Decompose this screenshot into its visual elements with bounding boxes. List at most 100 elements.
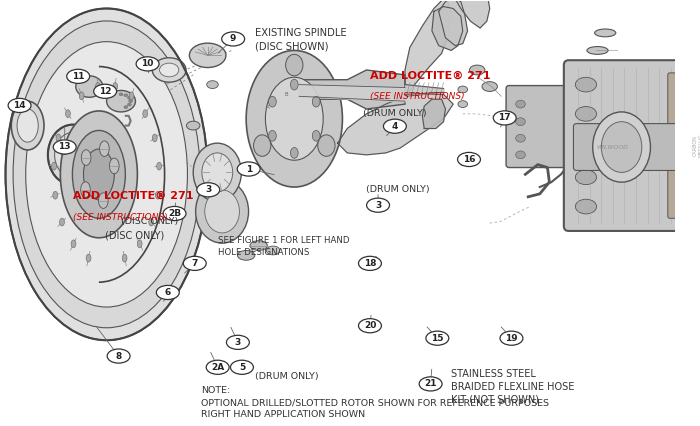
Ellipse shape — [53, 140, 76, 154]
Ellipse shape — [190, 43, 226, 68]
Ellipse shape — [494, 111, 516, 125]
Ellipse shape — [17, 109, 38, 142]
Text: 11: 11 — [72, 72, 85, 81]
Ellipse shape — [253, 135, 271, 156]
Ellipse shape — [53, 191, 57, 199]
Ellipse shape — [500, 331, 523, 345]
Ellipse shape — [186, 121, 200, 130]
Polygon shape — [432, 6, 463, 50]
Ellipse shape — [6, 9, 208, 340]
Ellipse shape — [516, 134, 525, 142]
Ellipse shape — [265, 77, 323, 160]
Ellipse shape — [290, 79, 298, 90]
Ellipse shape — [593, 112, 650, 182]
Text: 8: 8 — [116, 351, 122, 360]
Ellipse shape — [55, 132, 91, 177]
Ellipse shape — [8, 98, 31, 112]
Ellipse shape — [358, 256, 382, 271]
Ellipse shape — [246, 50, 342, 187]
Ellipse shape — [26, 42, 188, 307]
FancyBboxPatch shape — [573, 124, 683, 170]
Ellipse shape — [458, 86, 468, 93]
Text: 19: 19 — [505, 334, 518, 343]
Text: NOTE:
OPTIONAL DRILLED/SLOTTED ROTOR SHOWN FOR REFERENCE PURPOSES
RIGHT HAND APP: NOTE: OPTIONAL DRILLED/SLOTTED ROTOR SHO… — [202, 386, 550, 419]
Ellipse shape — [202, 153, 232, 192]
Ellipse shape — [153, 134, 157, 142]
Text: 21: 21 — [424, 380, 437, 389]
Ellipse shape — [197, 183, 220, 197]
Ellipse shape — [124, 106, 128, 109]
Ellipse shape — [237, 250, 255, 260]
Ellipse shape — [458, 101, 468, 107]
Ellipse shape — [119, 93, 123, 96]
Ellipse shape — [113, 83, 118, 90]
Text: A: A — [265, 104, 270, 109]
Ellipse shape — [106, 90, 136, 112]
Circle shape — [60, 147, 67, 155]
Text: 6: 6 — [164, 288, 171, 297]
Ellipse shape — [107, 349, 130, 363]
Text: (DRUM ONLY): (DRUM ONLY) — [363, 109, 427, 118]
Ellipse shape — [148, 218, 153, 226]
Text: 16: 16 — [463, 155, 475, 164]
Ellipse shape — [129, 92, 134, 100]
Ellipse shape — [66, 110, 71, 118]
Ellipse shape — [160, 63, 178, 77]
Ellipse shape — [13, 21, 200, 328]
Polygon shape — [337, 94, 453, 155]
Text: CARBON
METALLIC: CARBON METALLIC — [693, 133, 700, 157]
Text: 3: 3 — [234, 338, 241, 347]
Text: (DRUM ONLY): (DRUM ONLY) — [256, 372, 319, 381]
Ellipse shape — [587, 46, 608, 55]
Text: (DRUM ONLY): (DRUM ONLY) — [366, 185, 430, 194]
Ellipse shape — [76, 76, 103, 97]
Text: (DISC ONLY): (DISC ONLY) — [120, 217, 178, 226]
Polygon shape — [439, 0, 468, 46]
Text: B: B — [285, 92, 288, 97]
Ellipse shape — [318, 135, 335, 156]
Text: 2A: 2A — [211, 363, 224, 372]
Ellipse shape — [81, 150, 91, 165]
Text: 2B: 2B — [168, 209, 181, 218]
Ellipse shape — [99, 193, 108, 208]
Ellipse shape — [195, 180, 248, 243]
Text: ADD LOCTITE® 271: ADD LOCTITE® 271 — [74, 191, 194, 201]
Ellipse shape — [575, 138, 596, 153]
Text: 13: 13 — [59, 142, 71, 152]
Ellipse shape — [516, 100, 525, 108]
Ellipse shape — [250, 241, 267, 250]
Ellipse shape — [601, 122, 642, 173]
Ellipse shape — [60, 218, 64, 226]
Ellipse shape — [153, 58, 186, 82]
FancyBboxPatch shape — [668, 73, 691, 218]
Ellipse shape — [419, 377, 442, 391]
Ellipse shape — [358, 319, 382, 333]
Polygon shape — [422, 99, 445, 129]
FancyBboxPatch shape — [506, 86, 571, 167]
Ellipse shape — [71, 240, 76, 248]
Ellipse shape — [312, 130, 320, 141]
Text: (DISC ONLY): (DISC ONLY) — [105, 230, 164, 240]
Ellipse shape — [516, 118, 525, 126]
Text: SEE FIGURE 1 FOR LEFT HAND
HOLE DESIGNATIONS: SEE FIGURE 1 FOR LEFT HAND HOLE DESIGNAT… — [218, 236, 349, 257]
Ellipse shape — [60, 111, 137, 238]
Polygon shape — [285, 70, 405, 109]
Ellipse shape — [575, 170, 596, 184]
Ellipse shape — [143, 110, 148, 118]
Text: 7: 7 — [192, 259, 198, 268]
Ellipse shape — [482, 82, 498, 92]
Ellipse shape — [109, 158, 119, 174]
Text: (SEE INSTRUCTIONS): (SEE INSTRUCTIONS) — [370, 92, 465, 101]
Text: 18: 18 — [364, 259, 376, 268]
Ellipse shape — [267, 246, 280, 255]
Text: 1: 1 — [246, 164, 252, 173]
Ellipse shape — [124, 94, 128, 97]
Text: (SEE INSTRUCTIONS): (SEE INSTRUCTIONS) — [74, 213, 168, 222]
Text: 4: 4 — [392, 122, 398, 131]
Ellipse shape — [226, 335, 249, 349]
Text: 15: 15 — [431, 334, 444, 343]
Text: 3: 3 — [205, 185, 211, 194]
Ellipse shape — [470, 65, 485, 75]
Ellipse shape — [99, 141, 109, 156]
Text: WILWOOD: WILWOOD — [596, 144, 628, 150]
